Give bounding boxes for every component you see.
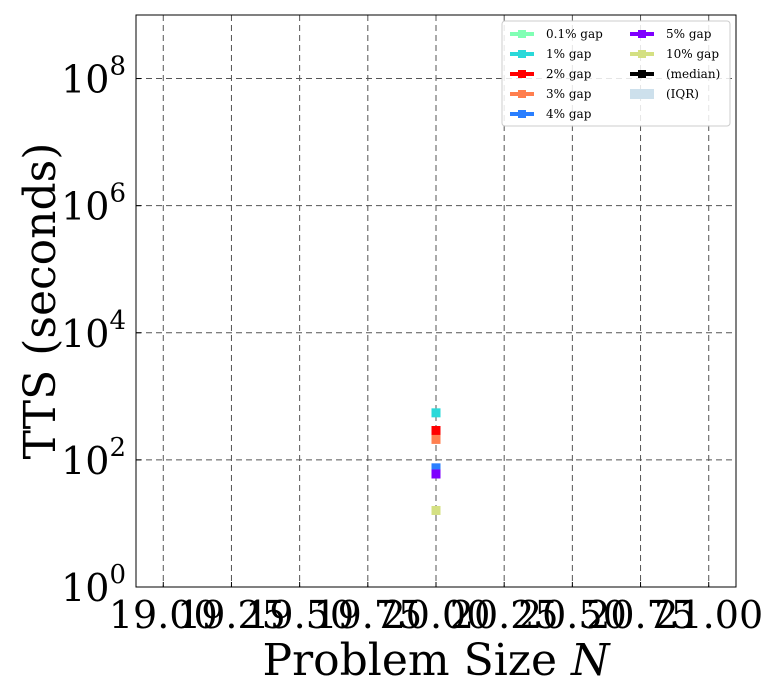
y-tick-base: 10 xyxy=(61,185,109,229)
data-point xyxy=(431,426,441,436)
y-tick-exponent: 2 xyxy=(109,433,126,463)
legend-swatch-marker xyxy=(638,50,646,58)
x-tick-label: 19.75 xyxy=(313,593,422,637)
data-point xyxy=(431,408,441,418)
legend-swatch-marker xyxy=(518,110,526,118)
legend-label: 0.1% gap xyxy=(546,27,603,41)
x-tick-label: 20.00 xyxy=(382,593,491,637)
x-tick-label: 19.25 xyxy=(177,593,286,637)
legend-label: (IQR) xyxy=(666,87,699,101)
y-axis-label: TTS (seconds) xyxy=(15,143,66,460)
x-tick-label: 20.75 xyxy=(586,593,695,637)
legend-label: 1% gap xyxy=(546,47,592,61)
legend-frame xyxy=(501,20,731,127)
y-tick-exponent: 6 xyxy=(109,179,126,209)
y-tick-label: 104 xyxy=(61,306,126,356)
data-point xyxy=(431,463,441,473)
data-marks xyxy=(431,408,441,515)
y-tick-exponent: 4 xyxy=(109,306,126,336)
data-point xyxy=(431,505,441,515)
legend-label: 3% gap xyxy=(546,87,592,101)
legend-label: 10% gap xyxy=(666,47,719,61)
legend-swatch-marker xyxy=(518,50,526,58)
legend-label: 5% gap xyxy=(666,27,712,41)
y-tick-exponent: 8 xyxy=(109,52,126,82)
x-tick-label: 20.50 xyxy=(518,593,627,637)
y-tick-label: 108 xyxy=(61,52,126,102)
legend-label: (median) xyxy=(666,67,720,81)
legend-swatch-marker xyxy=(518,90,526,98)
y-tick-base: 10 xyxy=(61,566,109,610)
x-tick-label: 19.50 xyxy=(245,593,354,637)
legend-swatch-marker xyxy=(518,70,526,78)
legend-swatch xyxy=(630,89,654,99)
y-tick-label: 106 xyxy=(61,179,126,229)
y-tick-label: 100 xyxy=(61,560,126,610)
data-point xyxy=(431,469,441,479)
x-tick-label: 21.00 xyxy=(654,593,763,637)
y-tick-label: 102 xyxy=(61,433,126,483)
legend-swatch-marker xyxy=(638,30,646,38)
y-tick-base: 10 xyxy=(61,58,109,102)
x-tick-label: 19.00 xyxy=(109,593,218,637)
y-tick-exponent: 0 xyxy=(109,560,126,590)
data-point xyxy=(431,434,441,444)
legend-label: 4% gap xyxy=(546,107,592,121)
y-tick-base: 10 xyxy=(61,312,109,356)
x-axis-label-var: N xyxy=(570,635,611,686)
x-axis-ticks: 19.0019.2519.5019.7520.0020.2520.5020.75… xyxy=(109,582,763,637)
legend-swatch-marker xyxy=(518,30,526,38)
legend: 0.1% gap 1% gap 2% gap 3% gap 4% gap 5% gap 10… xyxy=(501,20,731,127)
legend-swatch-marker xyxy=(638,70,646,78)
x-axis-label: Problem Size N xyxy=(262,635,611,686)
y-tick-base: 10 xyxy=(61,439,109,483)
x-tick-label: 20.25 xyxy=(450,593,559,637)
legend-label: 2% gap xyxy=(546,67,592,81)
x-axis-label-text: Problem Size xyxy=(262,635,557,686)
